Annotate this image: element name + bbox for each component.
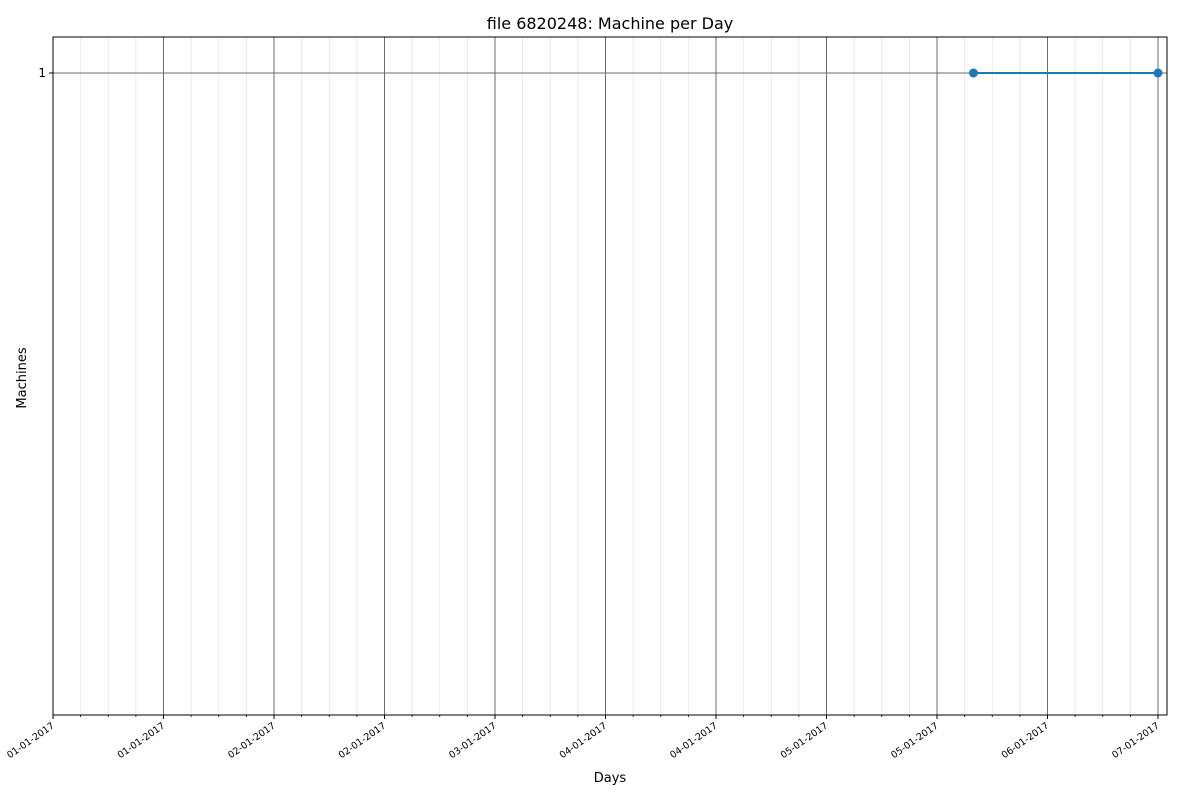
x-tick-label: 07-01-2017	[1110, 720, 1162, 761]
x-tick-label: 02-01-2017	[337, 720, 389, 761]
y-tick-label: 1	[38, 66, 46, 80]
data-point	[968, 68, 978, 78]
data-point	[1153, 68, 1163, 78]
x-tick-label: 01-01-2017	[116, 720, 168, 761]
series-layer	[968, 68, 1163, 78]
x-tick-label: 06-01-2017	[1000, 720, 1052, 761]
x-tick-label: 04-01-2017	[668, 720, 720, 761]
chart-title: file 6820248: Machine per Day	[487, 14, 734, 33]
ticks: 01-01-2017 01-01-2017 02-01-2017 02-01-2017…	[5, 66, 1162, 761]
y-axis-label: Machines	[15, 347, 30, 408]
x-tick-label: 04-01-2017	[558, 720, 610, 761]
minor-grid	[80, 37, 1131, 715]
x-tick-label: 01-01-2017	[5, 720, 57, 761]
x-tick-label: 05-01-2017	[889, 720, 941, 761]
x-axis-label: Days	[594, 771, 627, 786]
x-tick-label: 02-01-2017	[226, 720, 278, 761]
plot-frame	[52, 36, 1168, 716]
major-grid	[53, 37, 1167, 715]
x-tick-label: 03-01-2017	[447, 720, 499, 761]
x-tick-label: 05-01-2017	[779, 720, 831, 761]
